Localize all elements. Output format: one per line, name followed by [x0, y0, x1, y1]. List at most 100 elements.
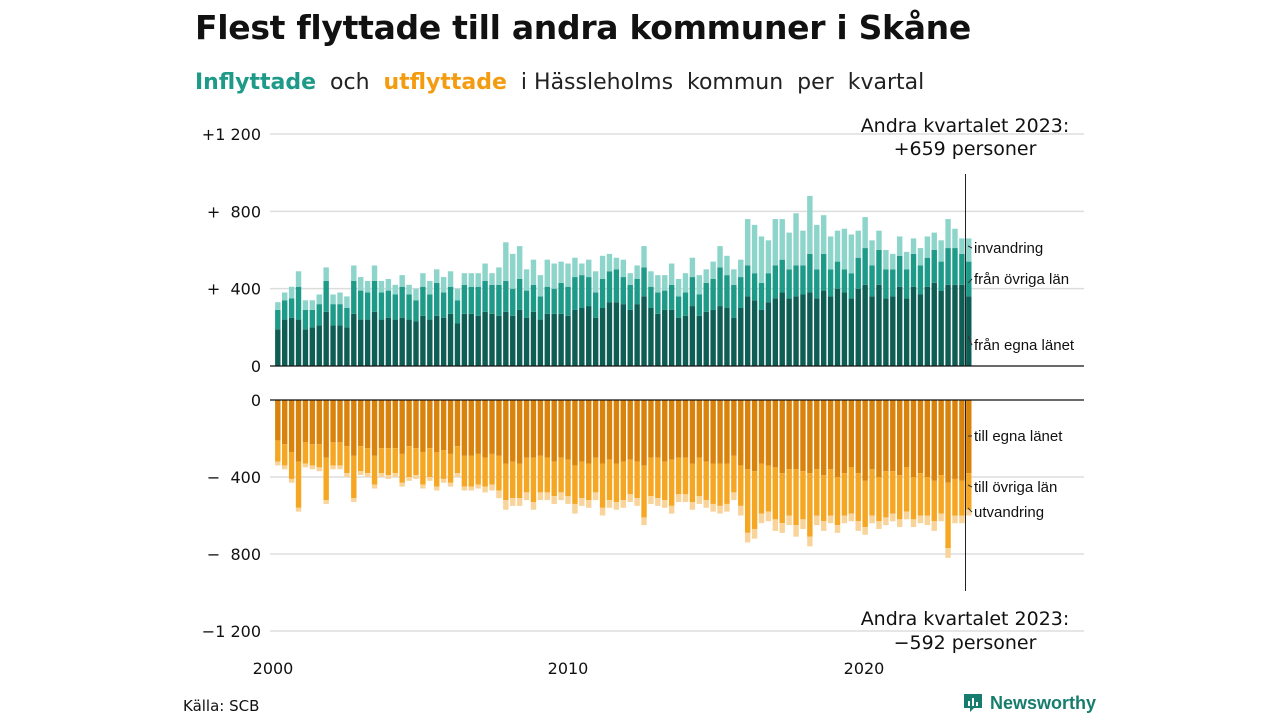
bar-out-own-county: [779, 400, 785, 474]
bar-out-own-county: [378, 400, 385, 449]
bar-in-other-counties: [551, 288, 557, 314]
bar-out-own-county: [910, 400, 917, 477]
bar-out-emigration: [793, 525, 799, 537]
bar-out-emigration: [606, 500, 613, 508]
bar-out-other-counties: [724, 463, 730, 504]
bar-in-other-counties: [572, 277, 578, 310]
bar-in-other-counties: [378, 292, 385, 320]
bar-out-other-counties: [475, 453, 481, 485]
bar-in-immigration: [827, 236, 834, 270]
bar-in-other-counties: [316, 304, 322, 326]
bar-out-other-counties: [295, 461, 302, 508]
bar-out-emigration: [848, 513, 855, 522]
bar-in-other-counties: [648, 286, 654, 308]
series-label-leader: [967, 507, 973, 513]
bar-out-other-counties: [440, 450, 447, 479]
bar-in-immigration: [945, 219, 951, 249]
bar-in-other-counties: [558, 282, 564, 314]
bar-out-emigration: [572, 503, 578, 514]
bar-out-emigration: [869, 515, 875, 524]
y-tick-label-top: + 800: [207, 202, 261, 221]
bar-out-emigration: [662, 500, 668, 508]
bar-out-other-counties: [869, 469, 875, 516]
bar-out-other-counties: [682, 457, 689, 495]
bar-out-emigration: [295, 507, 302, 512]
bar-in-own-county: [288, 317, 295, 366]
bar-in-own-county: [917, 294, 924, 366]
bar-out-other-counties: [855, 473, 861, 522]
bar-in-immigration: [848, 234, 855, 274]
bar-out-own-county: [668, 400, 675, 460]
bar-out-own-county: [385, 400, 392, 449]
bar-in-immigration: [537, 275, 544, 297]
bar-out-own-county: [703, 400, 709, 462]
bar-out-other-counties: [800, 471, 806, 520]
bar-in-immigration: [475, 273, 481, 287]
bar-in-other-counties: [696, 294, 703, 316]
bar-out-emigration: [800, 519, 806, 529]
bar-in-immigration: [814, 224, 820, 270]
bar-in-immigration: [883, 250, 889, 270]
bar-in-other-counties: [827, 269, 834, 297]
bar-out-other-counties: [523, 457, 530, 493]
bar-in-own-county: [675, 317, 682, 366]
bar-out-own-county: [558, 400, 564, 458]
bar-out-own-county: [945, 400, 951, 483]
newsworthy-logo: Newsworthy: [962, 692, 1096, 714]
bar-in-own-county: [952, 284, 958, 366]
subtitle-inflyttade: Inflyttade: [195, 70, 317, 95]
bar-out-own-county: [682, 400, 689, 458]
bar-out-other-counties: [938, 475, 944, 514]
bar-out-emigration: [668, 505, 675, 514]
bar-out-emigration: [772, 519, 779, 531]
bar-out-other-counties: [834, 477, 841, 526]
bar-out-other-counties: [662, 461, 668, 501]
bar-out-emigration: [434, 486, 440, 491]
bar-in-other-counties: [883, 269, 889, 299]
bar-out-own-county: [800, 400, 806, 472]
bar-out-own-county: [869, 400, 875, 470]
bar-in-own-county: [738, 308, 744, 366]
bar-out-emigration: [703, 500, 709, 508]
bar-in-own-county: [793, 296, 799, 366]
bar-out-other-counties: [468, 455, 474, 487]
bar-in-immigration: [890, 253, 896, 270]
bar-out-other-counties: [309, 444, 316, 466]
bar-in-other-counties: [848, 273, 855, 299]
bar-in-other-counties: [399, 286, 405, 318]
annotation-bottom-value: −592 personer: [894, 632, 1037, 654]
bar-out-other-counties: [959, 480, 965, 516]
bar-out-emigration: [897, 519, 903, 528]
bar-in-own-county: [420, 315, 426, 366]
x-tick-label: 2000: [253, 659, 294, 678]
bar-in-other-counties: [765, 273, 772, 303]
bar-out-other-counties: [779, 473, 785, 524]
bar-in-other-counties: [385, 290, 392, 318]
bar-in-other-counties: [703, 282, 709, 312]
bar-in-immigration: [655, 275, 661, 293]
bar-out-emigration: [288, 478, 295, 483]
bar-in-immigration: [841, 228, 848, 270]
bar-out-emigration: [530, 502, 537, 510]
bar-out-other-counties: [399, 453, 405, 483]
newsworthy-icon: [964, 694, 982, 712]
bar-out-other-counties: [344, 446, 350, 474]
bar-in-other-counties: [655, 292, 661, 314]
bar-in-own-county: [786, 298, 792, 366]
bar-out-emigration: [924, 515, 931, 526]
bar-out-other-counties: [330, 442, 336, 466]
bar-out-other-counties: [807, 473, 813, 537]
bar-in-own-county: [689, 306, 696, 366]
bar-in-own-county: [399, 317, 405, 366]
bar-out-other-counties: [717, 463, 723, 506]
bar-out-own-county: [599, 400, 606, 464]
bar-out-other-counties: [814, 469, 820, 516]
bar-out-emigration: [903, 511, 910, 520]
bar-in-other-counties: [675, 296, 682, 318]
bar-in-immigration: [420, 273, 426, 287]
bar-in-immigration: [738, 259, 744, 278]
bar-out-own-county: [302, 400, 309, 443]
bar-out-emigration: [454, 473, 461, 477]
bar-out-own-county: [786, 400, 792, 470]
bar-out-emigration: [641, 517, 647, 526]
